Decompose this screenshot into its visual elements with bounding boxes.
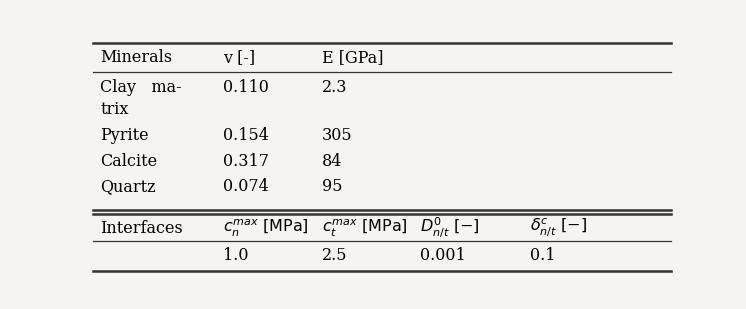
Text: 0.110: 0.110 xyxy=(223,78,269,95)
Text: 0.154: 0.154 xyxy=(223,127,269,144)
Text: 0.001: 0.001 xyxy=(420,247,466,264)
Text: Clay   ma-: Clay ma- xyxy=(100,78,182,95)
Text: 0.317: 0.317 xyxy=(223,153,269,170)
Text: Interfaces: Interfaces xyxy=(100,220,183,237)
Text: 95: 95 xyxy=(322,178,342,195)
Text: 2.3: 2.3 xyxy=(322,78,347,95)
Text: trix: trix xyxy=(100,101,128,118)
Text: E [GPa]: E [GPa] xyxy=(322,49,383,66)
Text: 1.0: 1.0 xyxy=(223,247,249,264)
Text: v [-]: v [-] xyxy=(223,49,255,66)
Text: Pyrite: Pyrite xyxy=(100,127,148,144)
Text: $c_t^{max}$ [MPa]: $c_t^{max}$ [MPa] xyxy=(322,218,407,239)
Text: Minerals: Minerals xyxy=(100,49,172,66)
Text: 0.1: 0.1 xyxy=(530,247,555,264)
Text: $\delta_{n/t}^{c}$ $[-]$: $\delta_{n/t}^{c}$ $[-]$ xyxy=(530,217,587,239)
Text: Calcite: Calcite xyxy=(100,153,157,170)
Text: 305: 305 xyxy=(322,127,352,144)
Text: Quartz: Quartz xyxy=(100,178,156,195)
Text: $D_{n/t}^{0}$ $[-]$: $D_{n/t}^{0}$ $[-]$ xyxy=(420,216,480,240)
Text: 84: 84 xyxy=(322,153,342,170)
Text: $c_n^{max}$ [MPa]: $c_n^{max}$ [MPa] xyxy=(223,218,309,239)
Text: 0.074: 0.074 xyxy=(223,178,269,195)
Text: 2.5: 2.5 xyxy=(322,247,347,264)
